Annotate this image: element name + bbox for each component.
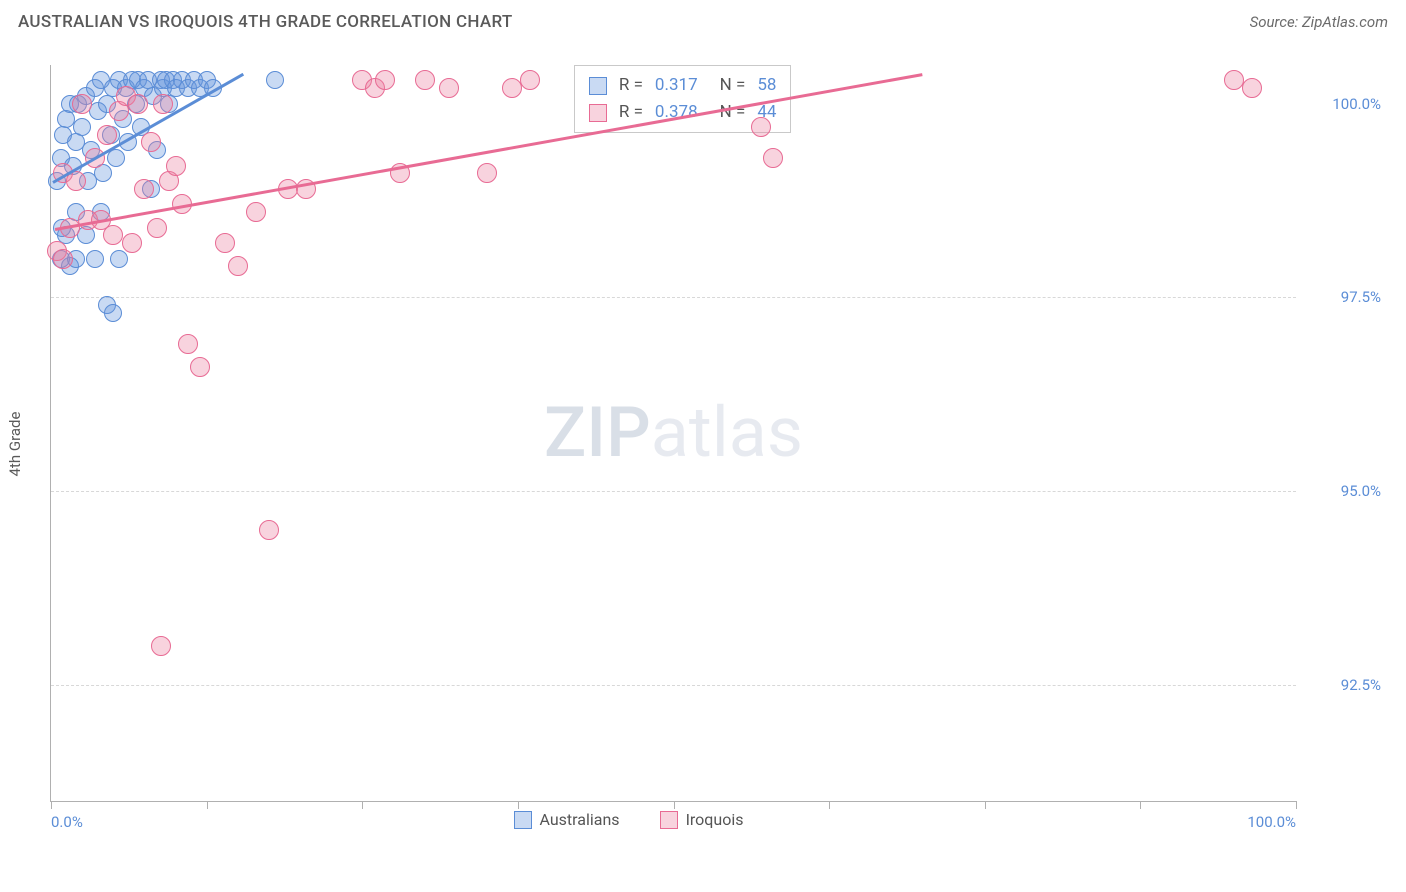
stats-swatch bbox=[589, 104, 607, 122]
data-point bbox=[215, 233, 235, 253]
data-point bbox=[178, 334, 198, 354]
data-point bbox=[763, 148, 783, 168]
n-value: 58 bbox=[757, 72, 776, 99]
data-point bbox=[72, 94, 92, 114]
data-point bbox=[122, 233, 142, 253]
x-tick bbox=[51, 801, 52, 809]
x-tick bbox=[1296, 801, 1297, 809]
y-tick-label: 92.5% bbox=[1301, 676, 1381, 694]
legend-label: Iroquois bbox=[686, 810, 744, 829]
chart-title: AUSTRALIAN VS IROQUOIS 4TH GRADE CORRELA… bbox=[18, 12, 513, 32]
data-point bbox=[73, 118, 91, 136]
legend-swatch bbox=[514, 811, 532, 829]
data-point bbox=[502, 78, 522, 98]
data-point bbox=[103, 225, 123, 245]
legend-label: Australians bbox=[540, 810, 620, 829]
data-point bbox=[128, 94, 148, 114]
chart-container: 4th Grade ZIPatlas R =0.317N =58R =0.378… bbox=[50, 55, 1386, 832]
data-point bbox=[228, 256, 248, 276]
legend-item: Iroquois bbox=[660, 810, 744, 829]
r-value: 0.317 bbox=[655, 72, 698, 99]
data-point bbox=[151, 636, 171, 656]
data-point bbox=[266, 71, 284, 89]
data-point bbox=[477, 163, 497, 183]
data-point bbox=[53, 249, 73, 269]
stats-swatch bbox=[589, 77, 607, 95]
source-label: Source: ZipAtlas.com bbox=[1250, 13, 1388, 31]
watermark-part2: atlas bbox=[651, 392, 803, 474]
r-label: R = bbox=[619, 72, 643, 99]
plot-area: ZIPatlas R =0.317N =58R =0.378N =44 Aust… bbox=[50, 65, 1296, 802]
data-point bbox=[439, 78, 459, 98]
data-point bbox=[375, 70, 395, 90]
x-tick bbox=[829, 801, 830, 809]
x-tick bbox=[985, 801, 986, 809]
data-point bbox=[141, 132, 161, 152]
data-point bbox=[751, 117, 771, 137]
data-point bbox=[246, 202, 266, 222]
data-point bbox=[110, 250, 128, 268]
gridline bbox=[51, 297, 1296, 298]
n-label: N = bbox=[720, 72, 746, 99]
data-point bbox=[259, 520, 279, 540]
r-label: R = bbox=[619, 99, 643, 126]
data-point bbox=[166, 156, 186, 176]
x-tick-label: 100.0% bbox=[1247, 813, 1296, 831]
data-point bbox=[134, 179, 154, 199]
x-tick bbox=[674, 801, 675, 809]
x-tick bbox=[1140, 801, 1141, 809]
n-label: N = bbox=[720, 99, 746, 126]
gridline bbox=[51, 491, 1296, 492]
y-axis-label: 4th Grade bbox=[6, 411, 24, 476]
legend-swatch bbox=[660, 811, 678, 829]
data-point bbox=[97, 125, 117, 145]
y-tick-label: 97.5% bbox=[1301, 288, 1381, 306]
data-point bbox=[1224, 70, 1244, 90]
legend-item: Australians bbox=[514, 810, 620, 829]
stats-row: R = 0.317 N = 58 bbox=[589, 72, 777, 99]
data-point bbox=[190, 357, 210, 377]
data-point bbox=[415, 70, 435, 90]
watermark: ZIPatlas bbox=[544, 392, 803, 474]
data-point bbox=[153, 94, 173, 114]
legend-bottom: Australians Iroquois bbox=[51, 810, 1206, 829]
data-point bbox=[1242, 78, 1262, 98]
x-tick bbox=[362, 801, 363, 809]
data-point bbox=[147, 218, 167, 238]
gridline bbox=[51, 685, 1296, 686]
data-point bbox=[520, 70, 540, 90]
data-point bbox=[104, 304, 122, 322]
y-tick-label: 100.0% bbox=[1301, 95, 1381, 113]
x-tick bbox=[207, 801, 208, 809]
watermark-part1: ZIP bbox=[544, 392, 651, 474]
x-tick bbox=[518, 801, 519, 809]
r-value: 0.378 bbox=[655, 99, 698, 126]
data-point bbox=[86, 250, 104, 268]
y-tick-label: 95.0% bbox=[1301, 482, 1381, 500]
x-tick-label: 0.0% bbox=[51, 813, 83, 831]
